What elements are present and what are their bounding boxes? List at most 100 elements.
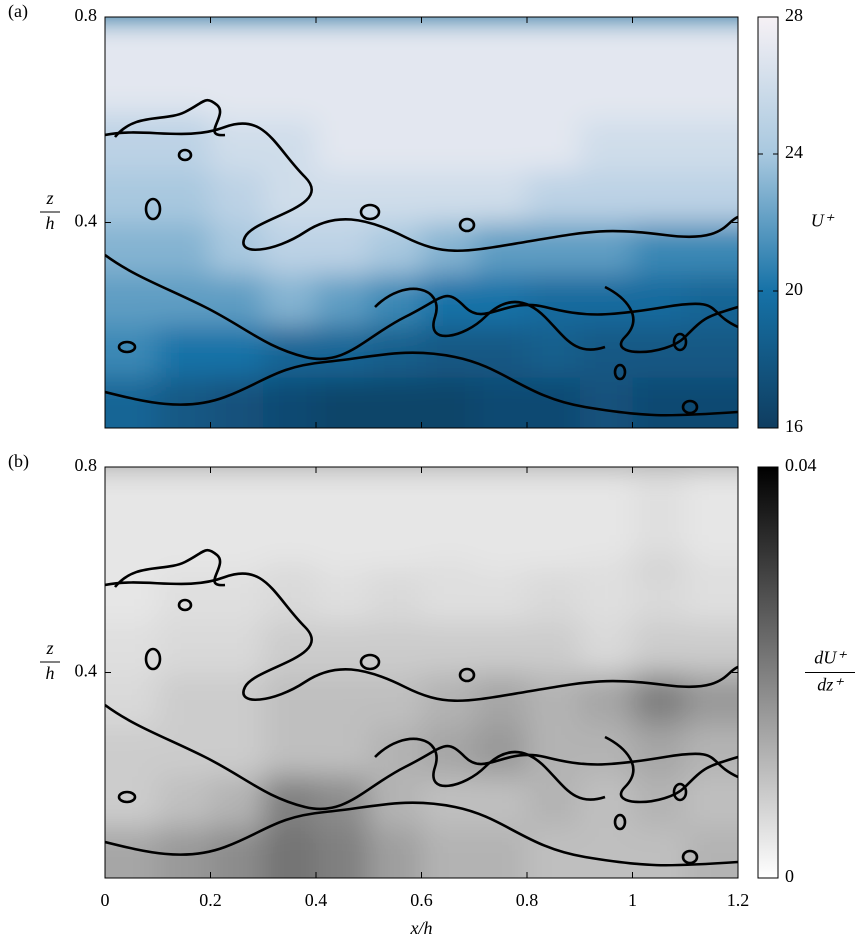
heatmap-cell — [105, 467, 159, 560]
heatmap-cell — [210, 621, 265, 674]
heatmap-cell — [210, 325, 265, 378]
heatmap-cell — [263, 467, 317, 560]
heatmap-cell — [685, 119, 738, 173]
colorbar-tick-label: 16 — [785, 416, 803, 436]
heatmap-cell — [632, 723, 687, 777]
colorbar-tick-label: 0.04 — [785, 455, 817, 475]
heatmap-cell — [105, 621, 159, 674]
heatmap-cell — [632, 621, 687, 674]
x-label: x/h — [410, 918, 433, 938]
heatmap-cell — [579, 376, 634, 428]
heatmap-cell — [632, 222, 687, 275]
heatmap-cell — [685, 775, 738, 828]
heatmap-cell — [527, 17, 581, 110]
heatmap-cell — [474, 467, 528, 560]
x-tick-label: 0.6 — [410, 890, 433, 910]
heatmap-cell — [157, 621, 212, 674]
heatmap-cell — [474, 17, 528, 110]
heatmap-cell — [632, 273, 687, 327]
heatmap-cell — [157, 325, 212, 378]
heatmap-cell — [474, 569, 528, 623]
heatmap-cell — [579, 826, 634, 878]
heatmap-cell — [105, 119, 159, 173]
heatmap-cell — [474, 119, 528, 173]
heatmap-cell — [368, 569, 423, 623]
y-tick-label: 0.8 — [75, 5, 98, 25]
heatmap-cell — [632, 672, 687, 725]
heatmap-cell — [316, 17, 370, 110]
heatmap-cell — [421, 467, 476, 560]
heatmap-cell — [105, 775, 159, 828]
heatmap-cell — [421, 325, 476, 378]
heatmap — [105, 17, 738, 428]
heatmap-cell — [474, 171, 528, 224]
heatmap-clip — [105, 467, 738, 878]
heatmap-cell — [685, 17, 738, 110]
heatmap-cell — [105, 325, 159, 378]
heatmap-cell — [316, 467, 370, 560]
heatmap-cell — [421, 569, 476, 623]
heatmap-cell — [421, 775, 476, 828]
colorbar-tick-label: 0 — [785, 866, 794, 886]
heatmap-cell — [579, 569, 634, 623]
heatmap-cell — [632, 467, 687, 560]
heatmap-cell — [105, 17, 159, 110]
heatmap-cell — [316, 119, 370, 173]
heatmap-cell — [685, 222, 738, 275]
heatmap-cell — [368, 376, 423, 428]
heatmap-cell — [421, 723, 476, 777]
heatmap-cell — [157, 723, 212, 777]
heatmap-cell — [632, 119, 687, 173]
y-label-num: z — [45, 188, 53, 208]
heatmap-cell — [105, 826, 159, 878]
heatmap-cell — [157, 171, 212, 224]
heatmap-cell — [527, 467, 581, 560]
heatmap-cell — [579, 621, 634, 674]
colorbar-label-den: dz⁺ — [817, 675, 844, 695]
heatmap-cell — [527, 672, 581, 725]
colorbar — [757, 466, 779, 879]
heatmap-cell — [210, 273, 265, 327]
heatmap-cell — [105, 723, 159, 777]
heatmap-cell — [685, 621, 738, 674]
y-label-num: z — [45, 638, 53, 658]
panel-label: (b) — [8, 451, 29, 472]
heatmap-cell — [527, 376, 581, 428]
colorbar — [757, 16, 779, 429]
heatmap-cell — [210, 723, 265, 777]
heatmap-cell — [421, 171, 476, 224]
heatmap-cell — [685, 467, 738, 560]
heatmap-cell — [263, 569, 317, 623]
heatmap-cell — [316, 325, 370, 378]
heatmap-cell — [527, 569, 581, 623]
heatmap-cell — [316, 826, 370, 878]
y-tick-label: 0.4 — [75, 661, 98, 681]
heatmap-cell — [210, 171, 265, 224]
y-tick-label: 0.8 — [75, 455, 98, 475]
colorbar-tick-label: 28 — [785, 5, 803, 25]
heatmap-cell — [527, 119, 581, 173]
x-tick-label: 0.8 — [516, 890, 539, 910]
colorbar-tick-label: 20 — [785, 279, 803, 299]
x-tick-label: 1.2 — [727, 890, 750, 910]
heatmap-cell — [685, 723, 738, 777]
heatmap-cell — [210, 17, 265, 110]
heatmap-cell — [474, 621, 528, 674]
heatmap-cell — [316, 569, 370, 623]
heatmap-cell — [263, 826, 317, 878]
heatmap-clip — [105, 17, 738, 428]
heatmap-cell — [368, 17, 423, 110]
heatmap-cell — [632, 376, 687, 428]
colorbar-tick-label: 24 — [785, 142, 803, 162]
x-tick-label: 0.2 — [199, 890, 222, 910]
heatmap-cell — [527, 273, 581, 327]
heatmap-cell — [421, 119, 476, 173]
heatmap-cell — [263, 723, 317, 777]
colorbar-label-num: dU⁺ — [814, 648, 847, 668]
heatmap-cell — [368, 273, 423, 327]
heatmap-cell — [316, 775, 370, 828]
x-tick-label: 1 — [628, 890, 637, 910]
heatmap-cell — [316, 376, 370, 428]
heatmap-cell — [685, 672, 738, 725]
heatmap-cell — [579, 17, 634, 110]
